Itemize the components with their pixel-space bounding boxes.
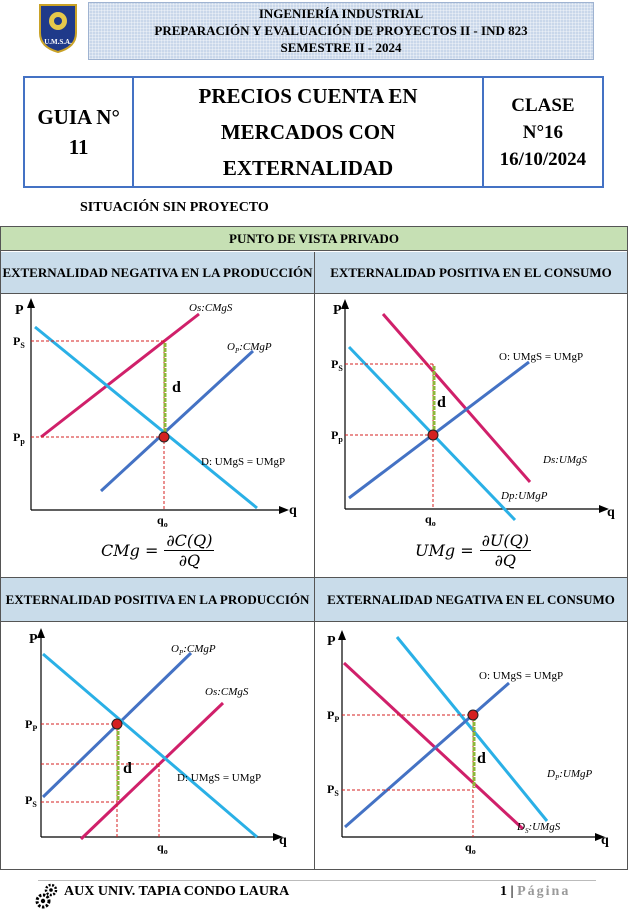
panel-1-title: EXTERNALIDAD NEGATIVA EN LA PRODUCCIÓN xyxy=(1,252,314,294)
q-axis-label: q xyxy=(279,833,287,848)
class-label: CLASE xyxy=(511,94,575,116)
panel-2-diagram: P q PS Pp qo d O: UMgS = UMgP Ds:UMgS Dp… xyxy=(331,299,615,528)
social-curve-label: DS:UMgS xyxy=(516,821,561,835)
social-supply-curve xyxy=(79,701,225,841)
footer-page: 1 | Página xyxy=(500,884,570,900)
q-axis-label: q xyxy=(601,833,609,848)
panel-1-diagram: P q PS Pp qo d Os:CMgS OP:CMgP D: UMgS =… xyxy=(13,298,297,529)
footer-author: AUX UNIV. TAPIA CONDO LAURA xyxy=(64,884,290,899)
header-line-3: SEMESTRE II - 2024 xyxy=(280,40,402,55)
panel-3-title: EXTERNALIDAD POSITIVA EN LA PRODUCCIÓN xyxy=(1,578,314,622)
panel-4-diagram: P q PP PS qo d O: UMgS = UMgP DP:UMgP DS… xyxy=(327,630,609,856)
equilibrium-point xyxy=(467,709,479,721)
demand-curve xyxy=(42,652,258,839)
section-subtitle: SITUACIÓN SIN PROYECTO xyxy=(80,200,269,215)
private-curve-label: Dp:UMgP xyxy=(500,490,548,502)
header-banner: INGENIERÍA INDUSTRIAL PREPARACIÓN Y EVAL… xyxy=(88,2,594,60)
header-line-1: INGENIERÍA INDUSTRIAL xyxy=(258,6,424,21)
equilibrium-point xyxy=(111,718,123,730)
pp-label: Pp xyxy=(331,428,343,444)
supply-curve-label: O: UMgS = UMgP xyxy=(499,351,583,363)
qo-label: qo xyxy=(425,512,436,528)
formula-lhs: CMg = xyxy=(101,541,159,560)
page-separator: | xyxy=(510,884,514,899)
social-demand-curve xyxy=(381,313,532,483)
p-axis-label: P xyxy=(15,303,24,318)
page-word: Página xyxy=(517,884,571,899)
guide-number-cell: GUIA N° 11 xyxy=(25,78,135,186)
private-viewpoint-bar: PUNTO DE VISTA PRIVADO xyxy=(1,227,627,251)
logo-text: U.M.S.A. xyxy=(44,38,72,46)
equilibrium-point xyxy=(158,431,170,443)
ps-label: PS xyxy=(331,357,343,373)
demand-curve xyxy=(34,325,258,510)
q-axis-label: q xyxy=(607,505,615,520)
formula-denominator: ∂Q xyxy=(178,551,201,570)
title-table: GUIA N° 11 PRECIOS CUENTA EN MERCADOS CON E… xyxy=(23,76,604,188)
header-line-2: PREPARACIÓN Y EVALUACIÓN DE PROYECTOS II… xyxy=(154,23,528,38)
distance-label: d xyxy=(437,394,446,411)
class-cell: CLASE N°16 16/10/2024 xyxy=(484,78,602,186)
university-logo: U.M.S.A. xyxy=(36,3,80,54)
pp-label: Pp xyxy=(13,430,25,446)
marginal-utility-formula: UMg = ∂U(Q) ∂Q xyxy=(415,531,531,570)
p-axis-label: P xyxy=(327,634,336,649)
ps-label: PS xyxy=(13,334,25,350)
demand-curve-label: D: UMgS = UMgP xyxy=(177,772,261,784)
topic-line-3: EXTERNALIDAD xyxy=(222,156,394,180)
social-curve-label: Os:CMgS xyxy=(189,302,233,314)
ps-label: PS xyxy=(25,793,37,809)
social-curve-label: Os:CMgS xyxy=(205,686,249,698)
pp-label: PP xyxy=(327,708,339,724)
diagram-grid: PUNTO DE VISTA PRIVADO EXTERNALIDAD NEGA… xyxy=(0,226,628,870)
private-curve-label: OP:CMgP xyxy=(171,643,216,657)
guide-label: GUIA N° xyxy=(37,105,120,129)
pp-label: PP xyxy=(25,717,37,733)
qo-label: qo xyxy=(157,840,168,856)
distance-label: d xyxy=(477,750,486,767)
qo-label: qo xyxy=(465,840,476,856)
social-demand-curve xyxy=(342,661,525,831)
private-demand-curve xyxy=(395,636,549,822)
qo-label: qo xyxy=(157,513,168,529)
private-curve-label: DP:UMgP xyxy=(546,768,593,782)
topic-line-1: PRECIOS CUENTA EN xyxy=(198,84,418,108)
class-date: 16/10/2024 xyxy=(499,148,587,170)
supply-curve xyxy=(344,681,510,829)
supply-curve xyxy=(348,360,530,500)
supply-curve-label: O: UMgS = UMgP xyxy=(479,670,563,682)
formula-lhs: UMg = xyxy=(415,541,474,560)
p-axis-label: P xyxy=(333,303,342,318)
p-axis-label: P xyxy=(29,632,38,647)
social-curve-label: Ds:UMgS xyxy=(542,454,587,466)
gears-icon xyxy=(34,882,60,910)
formula-numerator: ∂U(Q) xyxy=(479,531,531,551)
formula-numerator: ∂C(Q) xyxy=(164,531,215,551)
panel-2-title: EXTERNALIDAD POSITIVA EN EL CONSUMO xyxy=(315,252,627,294)
topic-line-2: MERCADOS CON xyxy=(220,120,396,144)
formula-denominator: ∂Q xyxy=(494,551,516,570)
panel-4-title: EXTERNALIDAD NEGATIVA EN EL CONSUMO xyxy=(315,578,627,622)
topic-cell: PRECIOS CUENTA EN MERCADOS CON EXTERNALIDA… xyxy=(134,78,484,186)
q-axis-label: q xyxy=(289,503,297,518)
footer-divider xyxy=(38,880,596,881)
distance-label: d xyxy=(123,760,132,777)
social-supply-curve xyxy=(40,312,200,439)
marginal-cost-formula: CMg = ∂C(Q) ∂Q xyxy=(101,531,215,570)
ps-label: PS xyxy=(327,782,339,798)
private-supply-curve xyxy=(99,349,255,493)
private-curve-label: OP:CMgP xyxy=(227,341,272,355)
equilibrium-point xyxy=(427,429,439,441)
distance-label: d xyxy=(172,379,181,396)
demand-curve-label: D: UMgS = UMgP xyxy=(201,456,285,468)
panel-3-diagram: P q PP PS qo d OP:CMgP Os:CMgS D: UMgS =… xyxy=(25,628,287,856)
page-number: 1 xyxy=(500,884,507,899)
class-number: N°16 xyxy=(522,121,564,143)
guide-number: 11 xyxy=(68,135,89,159)
